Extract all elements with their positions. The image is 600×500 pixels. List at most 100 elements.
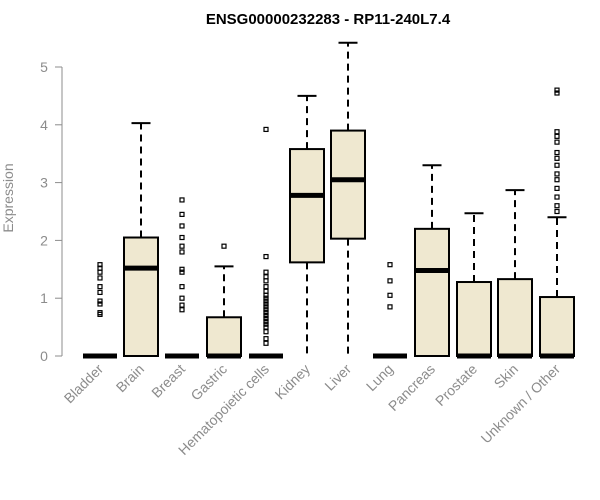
box-11-outlier-10 [554,133,560,139]
x-tick-label-9: Prostate [432,361,480,409]
x-tick-label-6: Liver [321,361,354,394]
box-4-outlier-9 [263,307,269,313]
box-11-rect [539,296,575,358]
box-4-outlier-13 [263,295,269,301]
box-11-outlier-5 [554,171,560,177]
box-4-outlier-11 [263,301,269,307]
box-4-outlier-17 [263,278,269,284]
box-1 [123,122,159,357]
box-2-outlier-1 [179,302,185,308]
box-0-outlier-6 [97,275,103,281]
boxes-group [83,41,575,359]
box-4-outlier-8 [263,310,269,316]
box-2-outlier-9 [179,223,185,229]
box-10 [497,189,533,359]
box-2 [165,197,199,359]
box-4-outlier-15 [263,288,269,294]
box-11-outlier-11 [554,129,560,135]
box-4-outlier-4 [263,321,269,327]
box-8-rect [414,227,450,357]
box-4-outlier-5 [263,318,269,324]
x-tick-label-0: Bladder [61,361,107,407]
box-11-outlier-13 [554,87,560,93]
box-9 [456,212,492,359]
box-4-outlier-20 [263,253,269,260]
box-1-rect [123,236,159,357]
box-3-rect [206,316,242,357]
box-4 [249,126,283,359]
box-4-outlier-21 [263,126,269,133]
y-tick-label-5: 5 [40,59,48,75]
box-2-outlier-2 [179,295,185,301]
x-tick-label-11: Unknown / Other [478,361,564,447]
chart-title: ENSG00000232283 - RP11-240L7.4 [206,11,451,28]
box-2-outlier-10 [179,211,185,217]
x-tick-label-1: Brain [113,361,147,395]
y-tick-label-0: 0 [40,348,48,364]
box-2-outlier-5 [179,266,185,272]
box-10-rect [497,278,533,358]
box-2-outlier-4 [179,269,185,275]
box-0-outlier-3 [97,298,103,304]
y-tick-label-2: 2 [40,232,48,248]
box-11-outlier-6 [554,162,560,168]
box-4-outlier-19 [263,269,269,275]
box-11-outlier-4 [554,177,560,183]
box-7-outlier-3 [387,262,393,268]
box-11-outlier-8 [554,149,560,156]
x-tick-label-8: Pancreas [385,361,438,414]
box-7-outlier-0 [387,304,393,310]
y-tick-label-1: 1 [40,290,48,306]
box-5-rect [289,148,325,264]
box-4-outlier-1 [263,336,269,342]
box-0-outlier-9 [97,262,103,268]
box-2-outlier-8 [179,234,185,241]
box-8 [414,164,450,357]
box-0-outlier-1 [97,310,103,316]
box-2-outlier-3 [179,284,185,290]
box-2-outlier-11 [179,197,185,203]
box-11-outlier-2 [554,194,560,200]
box-7 [373,262,407,359]
box-9-rect [456,281,492,357]
box-4-outlier-3 [263,324,269,330]
y-tick-label-3: 3 [40,175,48,191]
box-0-outlier-5 [97,284,103,290]
box-4-outlier-7 [263,312,269,319]
box-11-outlier-0 [554,208,560,215]
box-11 [539,87,575,359]
box-11-outlier-12 [554,90,560,96]
x-tick-label-7: Lung [363,361,396,394]
box-2-outlier-0 [179,307,185,313]
box-6 [330,41,366,356]
x-tick-label-5: Kidney [272,361,314,403]
box-11-outlier-9 [554,139,560,145]
box-4-outlier-12 [263,298,269,304]
box-4-outlier-0 [263,340,269,346]
box-0 [83,262,117,359]
box-4-outlier-18 [263,274,269,280]
box-4-outlier-2 [263,329,269,335]
box-2-outlier-6 [179,249,185,255]
box-3 [206,243,242,359]
y-axis: 0 1 2 3 4 5 [40,59,63,364]
box-6-rect [330,129,366,240]
box-0-outlier-2 [97,301,103,307]
box-0-outlier-4 [97,289,103,296]
y-tick-label-4: 4 [40,117,48,133]
box-4-outlier-6 [263,315,269,322]
box-11-outlier-1 [554,203,560,209]
box-7-outlier-1 [387,292,393,298]
box-7-outlier-2 [387,278,393,284]
box-0-outlier-7 [97,269,103,275]
x-tick-label-2: Breast [148,361,188,401]
box-3-outlier-0 [221,243,227,249]
box-11-outlier-3 [554,185,560,191]
box-4-outlier-10 [263,304,269,310]
box-4-outlier-16 [263,284,269,290]
y-axis-label: Expression [0,163,16,232]
box-5 [289,94,325,356]
box-11-outlier-7 [554,155,560,161]
